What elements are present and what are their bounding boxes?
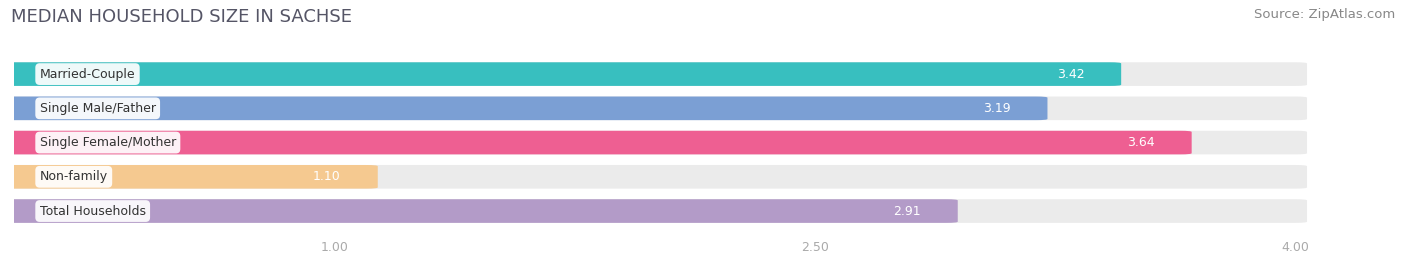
FancyBboxPatch shape [3,199,957,223]
Text: 2.91: 2.91 [893,204,921,218]
Text: 1.10: 1.10 [314,170,340,183]
FancyBboxPatch shape [3,97,1047,120]
Text: 3.42: 3.42 [1057,68,1084,81]
Text: Single Female/Mother: Single Female/Mother [39,136,176,149]
FancyBboxPatch shape [3,62,1308,86]
Text: MEDIAN HOUSEHOLD SIZE IN SACHSE: MEDIAN HOUSEHOLD SIZE IN SACHSE [11,8,353,26]
Text: Married-Couple: Married-Couple [39,68,135,81]
FancyBboxPatch shape [3,165,1308,189]
FancyBboxPatch shape [3,131,1192,154]
FancyBboxPatch shape [3,199,1308,223]
FancyBboxPatch shape [3,62,1121,86]
Text: 3.19: 3.19 [983,102,1011,115]
FancyBboxPatch shape [3,131,1308,154]
Text: Total Households: Total Households [39,204,146,218]
Text: Source: ZipAtlas.com: Source: ZipAtlas.com [1254,8,1395,21]
FancyBboxPatch shape [3,97,1308,120]
FancyBboxPatch shape [3,165,378,189]
Text: Single Male/Father: Single Male/Father [39,102,156,115]
Text: 3.64: 3.64 [1128,136,1154,149]
Text: Non-family: Non-family [39,170,108,183]
